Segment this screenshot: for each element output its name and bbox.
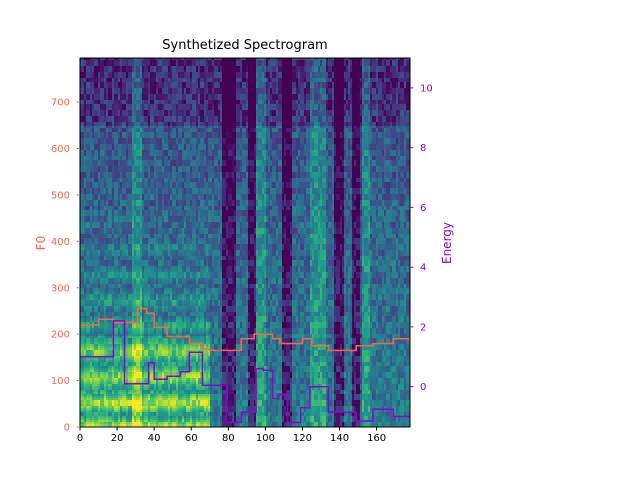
energy-tick-label: 8 [420,143,426,154]
plot-frame [79,57,411,428]
x-tick-label: 60 [185,433,198,444]
f0-tick-label: 600 [51,144,70,155]
f0-tick-label: 400 [51,237,70,248]
f0-line [80,307,410,352]
x-tick-label: 100 [256,433,275,444]
f0-tick-label: 500 [51,190,70,201]
f0-tick-label: 300 [51,283,70,294]
overlay-lines [80,307,410,424]
energy-tick-label: 6 [420,203,426,214]
energy-axis-label: Energy [440,222,454,264]
f0-tick-label: 200 [51,330,70,341]
f0-axis: 0 100 200 300 400 500 600 700 [51,98,80,434]
f0-tick-label: 100 [51,376,70,387]
energy-line [80,320,410,424]
spectrogram-heatmap [80,58,410,427]
x-tick-label: 80 [222,433,235,444]
energy-tick-label: 2 [420,322,426,333]
x-tick-label: 120 [293,433,312,444]
x-tick-label: 0 [77,433,83,444]
energy-axis: 0 2 4 6 8 10 [410,83,433,393]
x-tick-label: 140 [330,433,349,444]
f0-tick-label: 700 [51,98,70,109]
x-tick-label: 40 [148,433,161,444]
x-tick-label: 160 [367,433,386,444]
chart-title: Synthetized Spectrogram [162,38,327,53]
energy-tick-label: 4 [420,263,426,274]
energy-tick-label: 10 [420,83,433,94]
energy-tick-label: 0 [420,382,426,393]
f0-axis-label: F0 [34,236,48,251]
x-tick-label: 20 [111,433,124,444]
x-axis: 0 20 40 60 80 100 120 140 160 [77,427,386,444]
f0-tick-label: 0 [64,423,70,434]
